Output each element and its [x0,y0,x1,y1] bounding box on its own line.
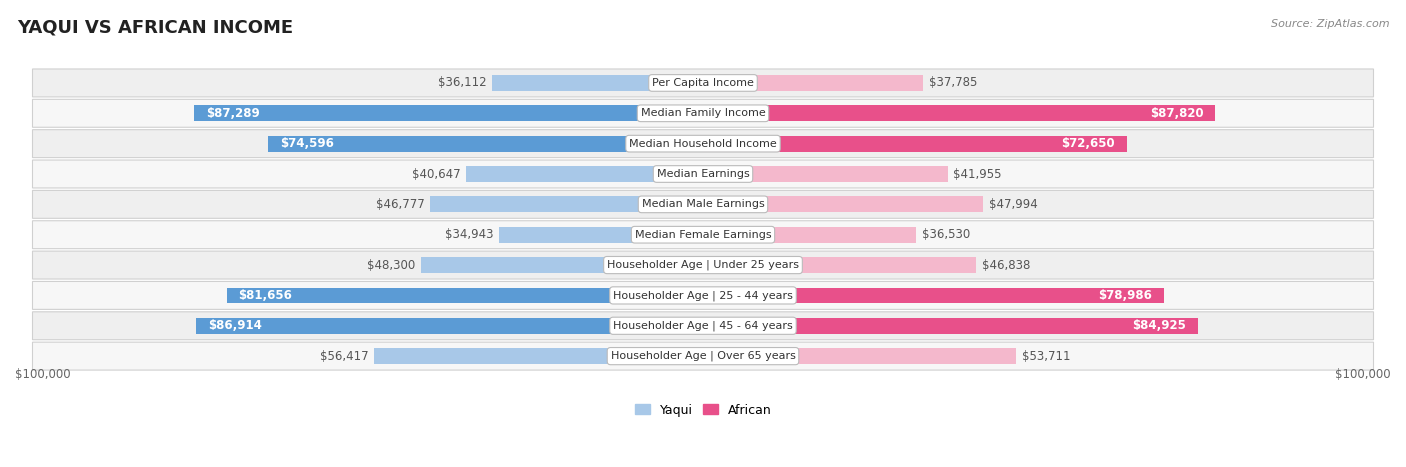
Bar [374,348,703,364]
Bar [422,257,703,273]
Bar [430,197,703,212]
Bar [703,318,1198,333]
Text: $36,112: $36,112 [439,77,486,90]
Text: $37,785: $37,785 [929,77,977,90]
FancyBboxPatch shape [32,312,1374,340]
Text: $100,000: $100,000 [1336,368,1391,382]
Text: $36,530: $36,530 [922,228,970,241]
Text: $34,943: $34,943 [444,228,494,241]
Bar [703,348,1017,364]
FancyBboxPatch shape [32,160,1374,188]
Bar [703,288,1164,303]
FancyBboxPatch shape [32,251,1374,279]
Text: $46,838: $46,838 [981,259,1031,272]
Text: Householder Age | 45 - 64 years: Householder Age | 45 - 64 years [613,320,793,331]
Text: $87,289: $87,289 [205,107,260,120]
Legend: Yaqui, African: Yaqui, African [630,399,776,422]
FancyBboxPatch shape [32,191,1374,218]
Text: $47,994: $47,994 [988,198,1038,211]
Text: $41,955: $41,955 [953,168,1002,181]
Bar [703,227,915,242]
Text: Per Capita Income: Per Capita Income [652,78,754,88]
Bar [269,136,703,152]
Text: $78,986: $78,986 [1098,289,1152,302]
Text: $72,650: $72,650 [1062,137,1115,150]
Bar [703,106,1215,121]
Text: $53,711: $53,711 [1022,350,1070,362]
Text: $40,647: $40,647 [412,168,460,181]
Bar [703,166,948,182]
Bar [197,318,703,333]
Text: $86,914: $86,914 [208,319,262,332]
Text: Median Male Earnings: Median Male Earnings [641,199,765,209]
Bar [194,106,703,121]
Bar [499,227,703,242]
Text: Median Earnings: Median Earnings [657,169,749,179]
Text: $56,417: $56,417 [319,350,368,362]
Text: $100,000: $100,000 [15,368,70,382]
Text: Median Female Earnings: Median Female Earnings [634,230,772,240]
Bar [703,257,976,273]
Bar [465,166,703,182]
Bar [703,197,983,212]
Text: Source: ZipAtlas.com: Source: ZipAtlas.com [1271,19,1389,28]
Text: $84,925: $84,925 [1133,319,1187,332]
Text: $46,777: $46,777 [375,198,425,211]
Bar [703,75,924,91]
Bar [703,136,1126,152]
Text: Householder Age | 25 - 44 years: Householder Age | 25 - 44 years [613,290,793,301]
Bar [226,288,703,303]
Text: $81,656: $81,656 [239,289,292,302]
FancyBboxPatch shape [32,130,1374,158]
Text: Householder Age | Over 65 years: Householder Age | Over 65 years [610,351,796,361]
Text: YAQUI VS AFRICAN INCOME: YAQUI VS AFRICAN INCOME [17,19,292,37]
Text: $87,820: $87,820 [1150,107,1204,120]
Text: Median Family Income: Median Family Income [641,108,765,118]
FancyBboxPatch shape [32,221,1374,248]
FancyBboxPatch shape [32,69,1374,97]
Text: Householder Age | Under 25 years: Householder Age | Under 25 years [607,260,799,270]
Text: $48,300: $48,300 [367,259,416,272]
Text: Median Household Income: Median Household Income [628,139,778,149]
FancyBboxPatch shape [32,282,1374,309]
Text: $74,596: $74,596 [280,137,333,150]
Bar [492,75,703,91]
FancyBboxPatch shape [32,99,1374,127]
FancyBboxPatch shape [32,342,1374,370]
